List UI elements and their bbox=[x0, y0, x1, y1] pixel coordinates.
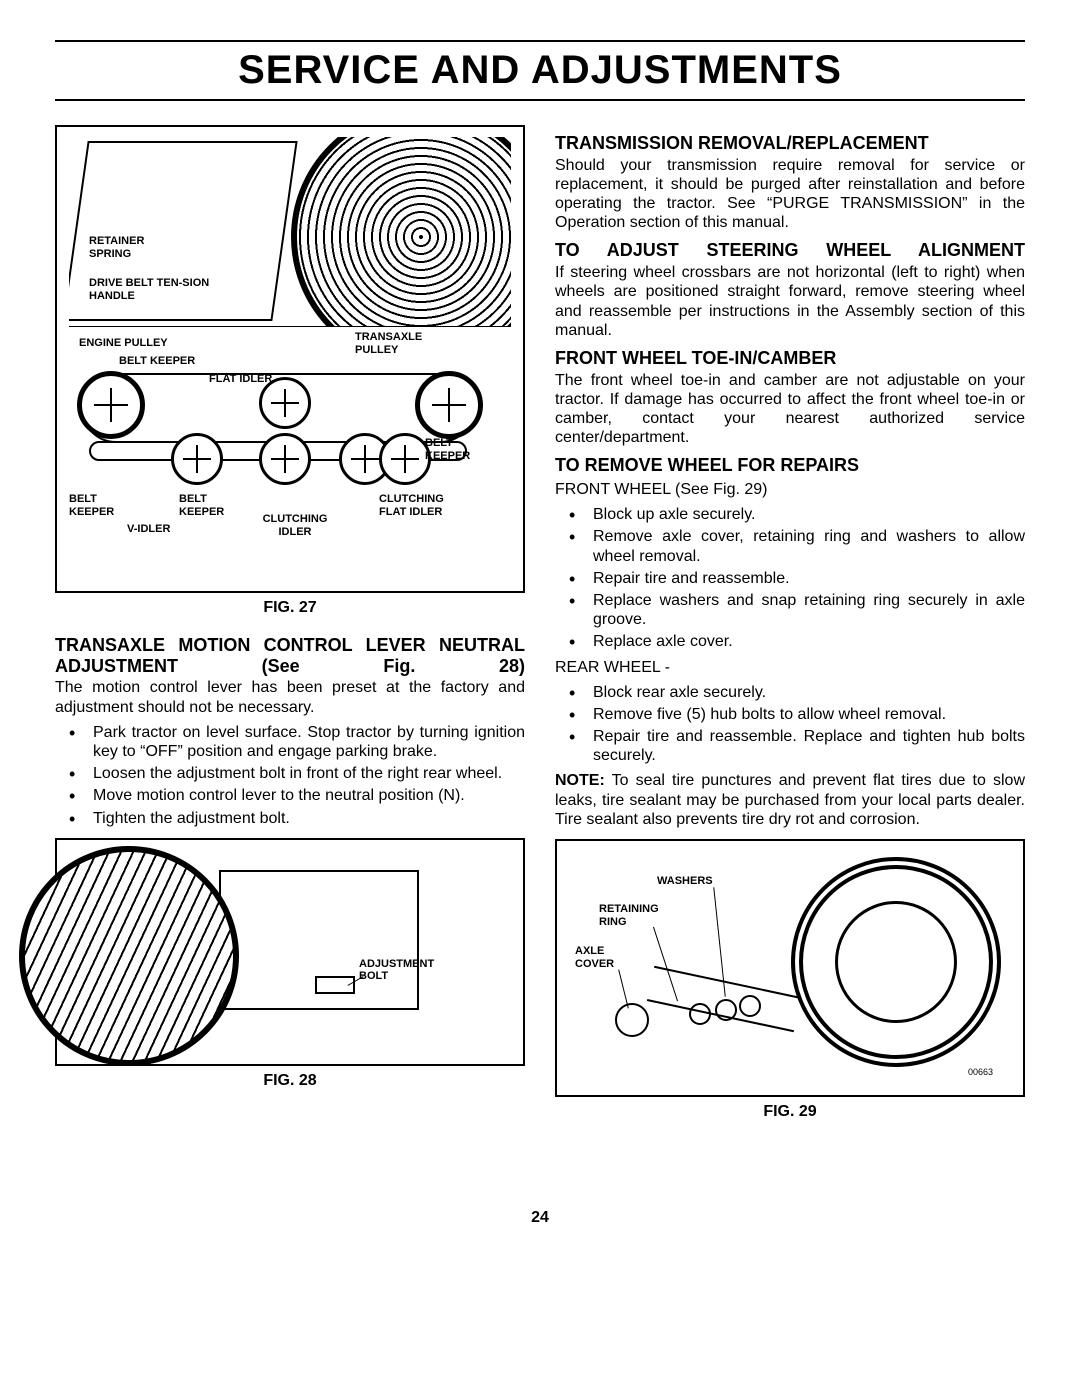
figure-29-box: WASHERS RETAINING RING AXLE COVER 00663 bbox=[555, 839, 1025, 1097]
list-front-wheel: Block up axle securely. Remove axle cove… bbox=[555, 505, 1025, 651]
heading-transaxle-neutral: TRANSAXLE MOTION CONTROL LEVER NEUTRAL A… bbox=[55, 635, 525, 676]
figure-29-caption: FIG. 29 bbox=[555, 1103, 1025, 1121]
figure-28-diagram: ADJUSTMENT BOLT bbox=[69, 850, 511, 1050]
right-column: TRANSMISSION REMOVAL/REPLACEMENT Should … bbox=[555, 125, 1025, 1139]
para-note: NOTE: To seal tire punctures and prevent… bbox=[555, 771, 1025, 829]
heading-toe-in-camber: FRONT WHEEL TOE-IN/CAMBER bbox=[555, 348, 1025, 369]
figure-29-diagram: WASHERS RETAINING RING AXLE COVER 00663 bbox=[569, 851, 1011, 1081]
figure-28-caption: FIG. 28 bbox=[55, 1072, 525, 1090]
list-item: Repair tire and reassemble. Replace and … bbox=[555, 727, 1025, 765]
figure-27-caption: FIG. 27 bbox=[55, 599, 525, 617]
list-item: Move motion control lever to the neutral… bbox=[55, 786, 525, 805]
list-item: Block up axle securely. bbox=[555, 505, 1025, 524]
list-item: Replace washers and snap retaining ring … bbox=[555, 591, 1025, 629]
label-transaxle-pulley: TRANSAXLE PULLEY bbox=[355, 331, 441, 356]
label-retaining-ring: RETAINING RING bbox=[599, 903, 679, 928]
heading-remove-wheel: TO REMOVE WHEEL FOR REPAIRS bbox=[555, 455, 1025, 476]
list-item: Block rear axle securely. bbox=[555, 683, 1025, 702]
fig29-small-number: 00663 bbox=[968, 1067, 993, 1077]
label-retainer-spring: RETAINER SPRING bbox=[89, 235, 169, 260]
figure-28-box: ADJUSTMENT BOLT bbox=[55, 838, 525, 1066]
list-transaxle-steps: Park tractor on level surface. Stop trac… bbox=[55, 723, 525, 828]
figure-27-box: RETAINER SPRING DRIVE BELT TEN-SION HAND… bbox=[55, 125, 525, 593]
list-rear-wheel: Block rear axle securely. Remove five (5… bbox=[555, 683, 1025, 766]
label-belt-keeper-tl: BELT KEEPER bbox=[119, 355, 195, 368]
list-item: Tighten the adjustment bolt. bbox=[55, 809, 525, 828]
figure-27-diagram: RETAINER SPRING DRIVE BELT TEN-SION HAND… bbox=[69, 137, 511, 577]
label-washers: WASHERS bbox=[657, 875, 713, 888]
label-drive-belt-tension-handle: DRIVE BELT TEN-SION HANDLE bbox=[89, 277, 219, 302]
label-adjustment-bolt: ADJUSTMENT BOLT bbox=[359, 958, 459, 983]
label-belt-keeper-r: BELT KEEPER bbox=[425, 437, 485, 462]
label-belt-keeper-bl: BELT KEEPER bbox=[69, 493, 125, 518]
para-transmission-removal: Should your transmission require removal… bbox=[555, 156, 1025, 233]
list-item: Replace axle cover. bbox=[555, 632, 1025, 651]
columns: RETAINER SPRING DRIVE BELT TEN-SION HAND… bbox=[55, 125, 1025, 1139]
label-clutching-idler: CLUTCHING IDLER bbox=[255, 513, 335, 538]
list-item: Park tractor on level surface. Stop trac… bbox=[55, 723, 525, 761]
left-column: RETAINER SPRING DRIVE BELT TEN-SION HAND… bbox=[55, 125, 525, 1139]
list-item: Remove five (5) hub bolts to allow wheel… bbox=[555, 705, 1025, 724]
subhead-front-wheel: FRONT WHEEL (See Fig. 29) bbox=[555, 480, 1025, 499]
subhead-rear-wheel: REAR WHEEL - bbox=[555, 658, 1025, 677]
page-title: SERVICE AND ADJUSTMENTS bbox=[55, 48, 1025, 93]
label-flat-idler: FLAT IDLER bbox=[209, 373, 272, 386]
heading-steering-alignment: TO ADJUST STEERING WHEEL ALIGN­MENT bbox=[555, 240, 1025, 261]
heading-transaxle-neutral-text: TRANSAXLE MOTION CONTROL LEVER NEUTRAL A… bbox=[55, 635, 525, 676]
rule-under bbox=[55, 99, 1025, 101]
note-text: To seal tire punctures and prevent flat … bbox=[555, 772, 1025, 827]
para-toe-in-camber: The front wheel toe-in and camber are no… bbox=[555, 371, 1025, 448]
para-transaxle-intro: The motion control lever has been preset… bbox=[55, 678, 525, 716]
label-belt-keeper-bm: BELT KEEPER bbox=[179, 493, 235, 518]
label-engine-pulley: ENGINE PULLEY bbox=[79, 337, 168, 350]
rule-top bbox=[55, 40, 1025, 42]
list-item: Remove axle cover, retaining ring and wa… bbox=[555, 527, 1025, 565]
label-clutching-flat-idler: CLUTCHING FLAT IDLER bbox=[379, 493, 469, 518]
list-item: Loosen the adjustment bolt in front of t… bbox=[55, 764, 525, 783]
page-number: 24 bbox=[55, 1209, 1025, 1227]
list-item: Repair tire and reassemble. bbox=[555, 569, 1025, 588]
label-axle-cover: AXLE COVER bbox=[575, 945, 635, 970]
para-steering-alignment: If steering wheel crossbars are not hori… bbox=[555, 263, 1025, 340]
heading-transmission-removal: TRANSMISSION REMOVAL/REPLACEMENT bbox=[555, 133, 1025, 154]
label-v-idler: V-IDLER bbox=[127, 523, 170, 536]
note-bold: NOTE: bbox=[555, 772, 605, 789]
